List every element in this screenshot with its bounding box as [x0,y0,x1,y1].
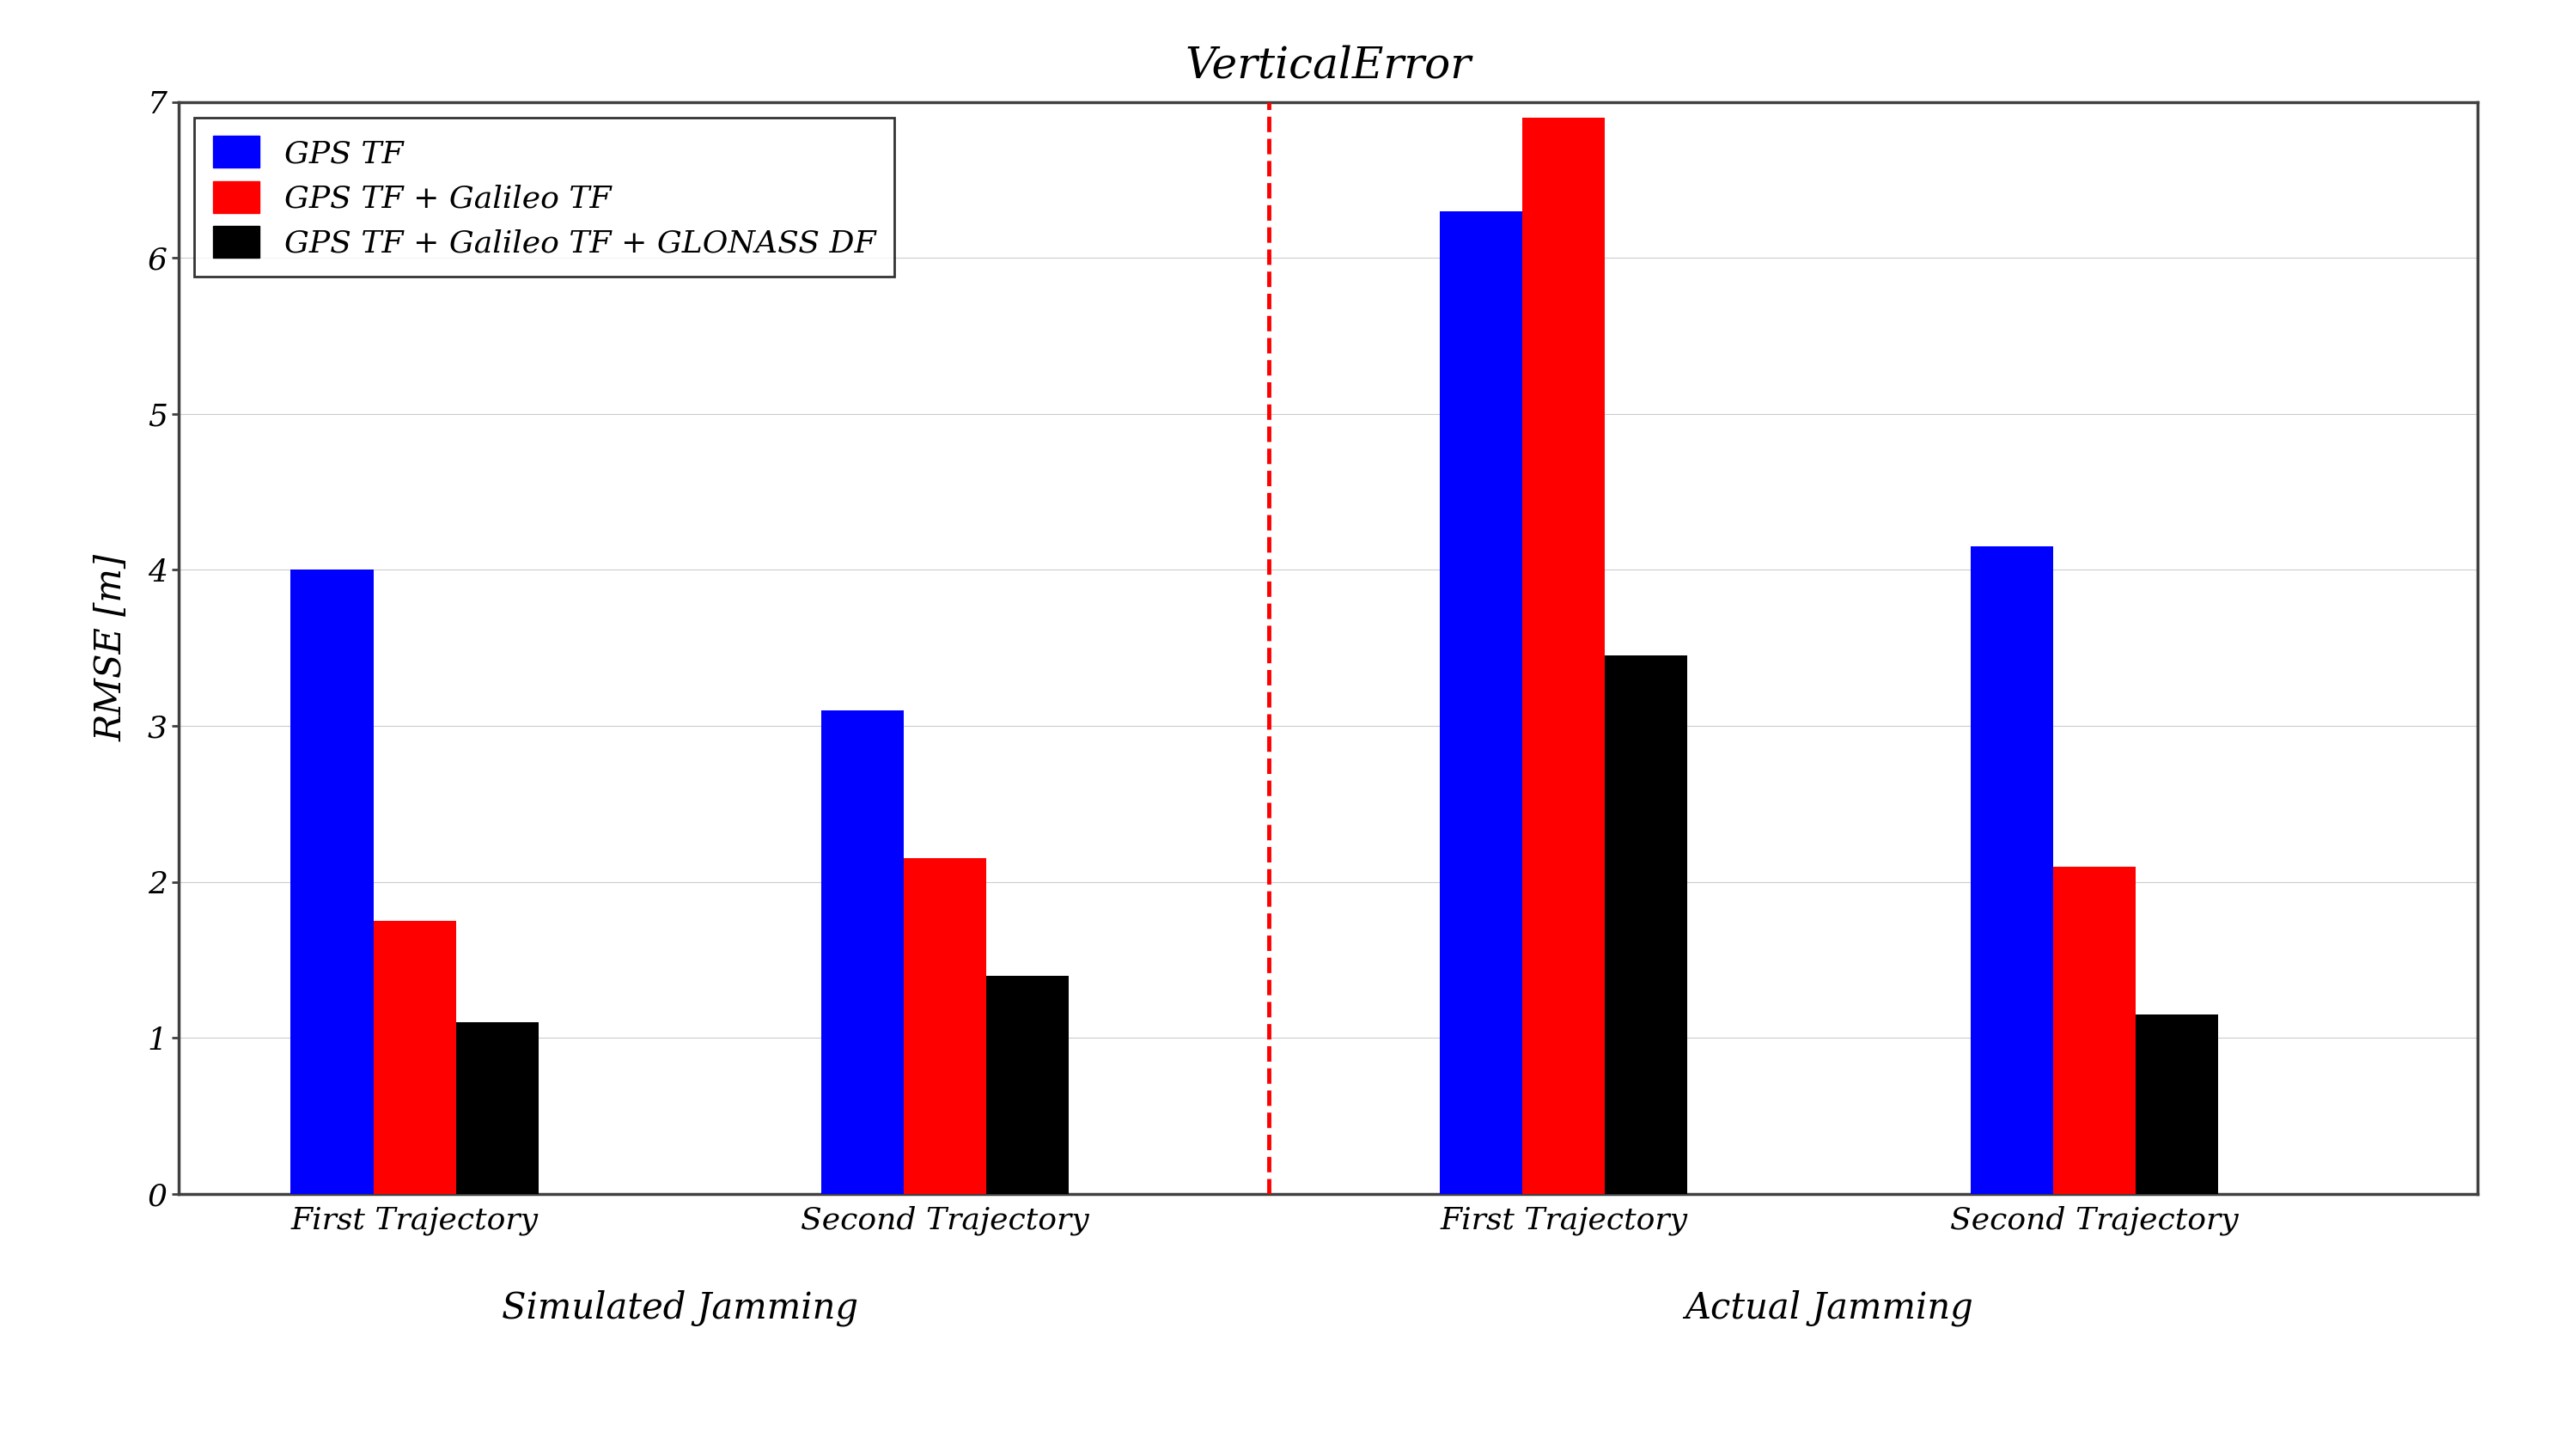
Bar [373,920,455,1194]
Bar [1522,118,1604,1194]
Bar [986,976,1068,1194]
Bar [2135,1015,2217,1194]
Bar [1440,211,1522,1194]
Title: VerticalError: VerticalError [1185,45,1471,87]
Bar [455,1022,539,1194]
Y-axis label: RMSE [m]: RMSE [m] [94,555,130,741]
Bar [822,711,904,1194]
Bar [291,569,373,1194]
Bar [904,859,986,1194]
Bar [1972,546,2053,1194]
Text: Simulated Jamming: Simulated Jamming [501,1290,858,1326]
Bar [1604,655,1688,1194]
Text: Actual Jamming: Actual Jamming [1686,1290,1974,1326]
Legend: GPS TF, GPS TF + Galileo TF, GPS TF + Galileo TF + GLONASS DF: GPS TF, GPS TF + Galileo TF, GPS TF + Ga… [194,118,894,277]
Bar [2053,866,2135,1194]
